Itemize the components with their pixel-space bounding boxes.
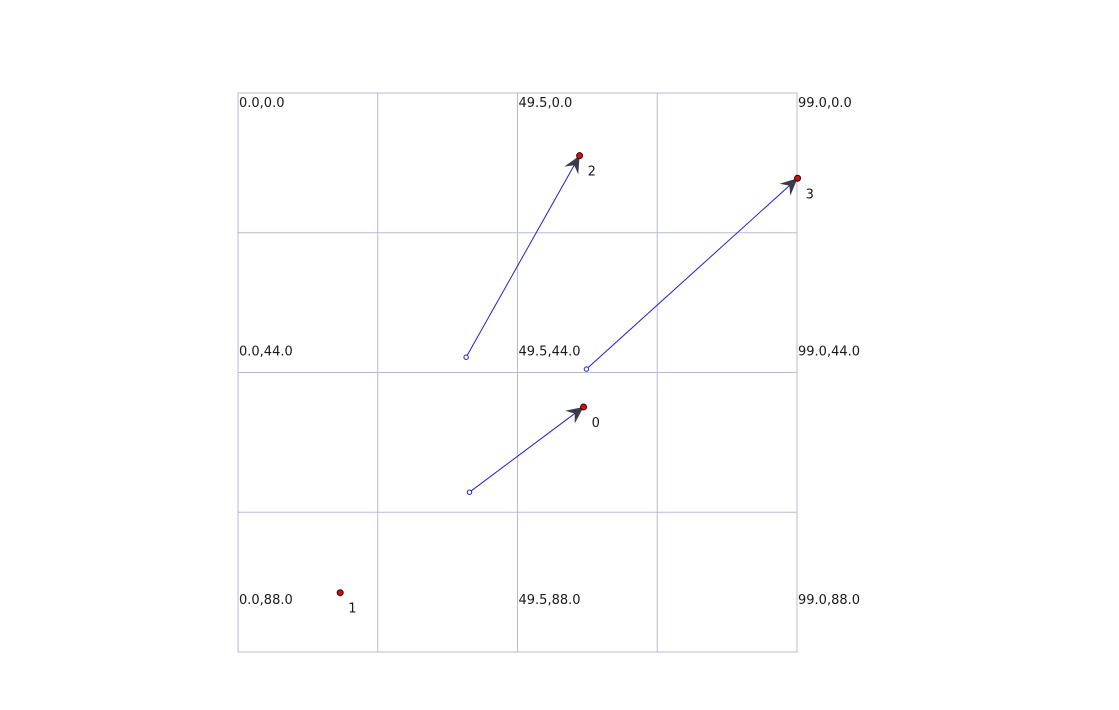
arrow-head — [564, 155, 580, 175]
coord-label: 99.0,44.0 — [798, 344, 860, 359]
vector-line — [469, 406, 584, 493]
point-label: 3 — [806, 187, 814, 202]
point-label: 1 — [348, 602, 356, 617]
vector-start-marker — [463, 354, 469, 360]
coord-label: 0.0,88.0 — [239, 593, 293, 608]
grid — [237, 92, 798, 653]
vector-start-marker — [583, 366, 590, 372]
coord-label: 99.0,0.0 — [798, 96, 852, 111]
coord-label: 0.0,0.0 — [239, 96, 284, 111]
vectors — [463, 155, 798, 495]
vector-line — [586, 177, 798, 370]
point-marker — [576, 152, 584, 160]
coord-label: 0.0,44.0 — [239, 344, 293, 359]
vector-line — [465, 155, 581, 358]
point-label: 0 — [592, 416, 600, 431]
coord-label: 49.5,44.0 — [519, 344, 581, 359]
point-marker — [580, 403, 588, 411]
coord-label: 49.5,88.0 — [519, 593, 581, 608]
coord-label: 49.5,0.0 — [519, 96, 573, 111]
arrow-head — [565, 406, 584, 424]
coordinate-labels: 0.0,0.0 49.5,0.0 99.0,0.0 0.0,44.0 49.5,44.0… — [239, 96, 860, 608]
point-marker — [794, 174, 802, 182]
points: 0 1 2 3 — [336, 152, 814, 617]
coord-label: 99.0,88.0 — [798, 593, 860, 608]
vector-start-marker — [466, 489, 473, 495]
arrow-head — [779, 178, 798, 196]
point-marker — [336, 589, 344, 597]
grid-border — [237, 92, 798, 653]
point-label: 2 — [588, 165, 596, 180]
